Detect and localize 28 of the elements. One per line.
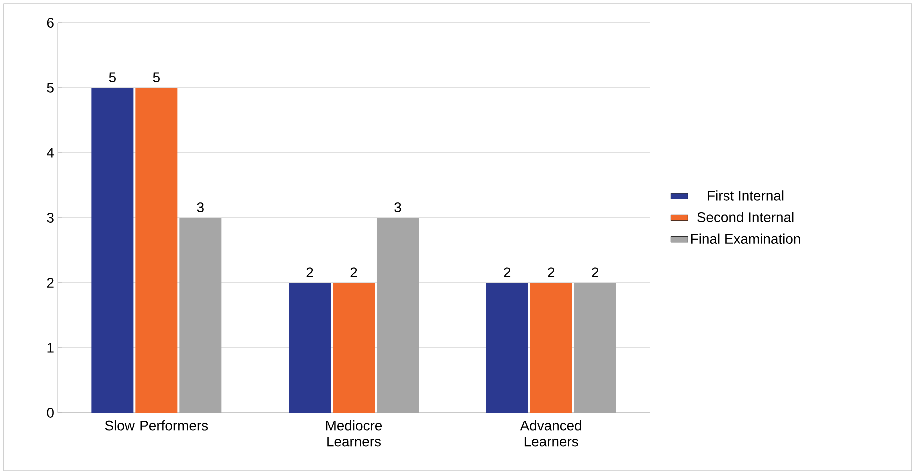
y-tick-label: 0 [47, 408, 54, 418]
data-label: 2 [504, 268, 511, 278]
data-label: 2 [350, 268, 358, 278]
data-label: 2 [306, 268, 314, 278]
y-tick-label: 5 [47, 83, 54, 93]
x-tick-label: Mediocre Learners [326, 420, 382, 447]
bar [530, 282, 572, 413]
data-label: 5 [109, 72, 116, 82]
y-tick-label: 6 [47, 18, 54, 28]
data-label: 3 [197, 202, 204, 212]
bar [136, 88, 178, 413]
data-label: 2 [548, 268, 555, 278]
y-tick-label: 1 [48, 343, 54, 353]
x-tick-label: Slow Performers [105, 420, 208, 431]
data-label: 3 [394, 202, 402, 212]
y-tick-label: 3 [47, 213, 54, 223]
y-tick-label: 4 [47, 148, 54, 158]
legend-label: Second Internal [698, 212, 794, 222]
data-label: 5 [153, 72, 160, 82]
bar [289, 282, 332, 413]
bar [333, 282, 376, 413]
x-tick-label: Advanced Learners [520, 420, 582, 447]
legend-label: Final Examination [691, 234, 800, 244]
bar [92, 88, 134, 413]
bar [486, 282, 528, 413]
data-label: 2 [592, 268, 599, 278]
y-tick-label: 2 [47, 278, 54, 288]
legend-label: First Internal [708, 190, 784, 201]
